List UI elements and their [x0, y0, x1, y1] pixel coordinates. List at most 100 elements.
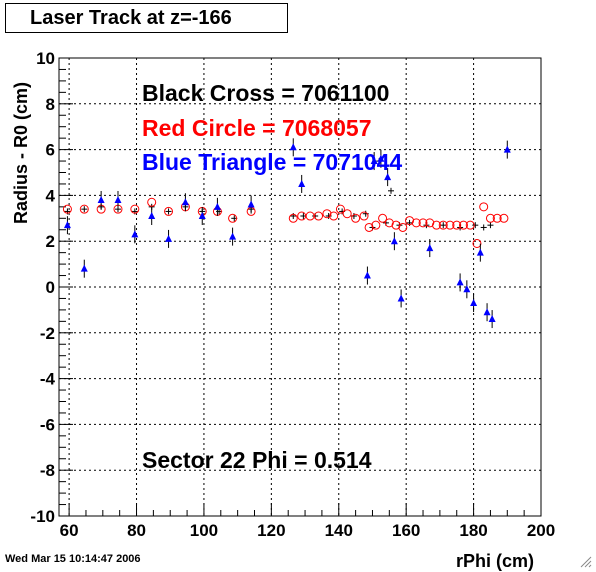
blue-triangle-point: [390, 232, 398, 251]
black-cross-point: [487, 222, 494, 229]
red-circle-point: [405, 216, 415, 226]
y-tick-label: -4: [40, 370, 56, 389]
blue-triangle-point: [377, 149, 385, 168]
x-axis-label: rPhi (cm): [456, 551, 534, 571]
black-cross-point: [440, 222, 447, 229]
black-cross-point: [81, 206, 88, 213]
x-tick-label: 60: [60, 521, 79, 540]
legend-blue-triangle: Blue Triangle = 7071044: [142, 149, 402, 175]
triangle-marker: [370, 157, 378, 165]
resize-grip-icon[interactable]: [580, 556, 592, 568]
y-tick-label: -6: [40, 415, 55, 434]
red-circle-point: [62, 204, 72, 214]
triangle-marker: [148, 212, 156, 220]
black-cross-point: [480, 224, 487, 231]
triangle-marker: [165, 234, 173, 242]
red-circle-point: [130, 204, 140, 214]
blue-triangle-point: [384, 168, 392, 187]
blue-triangle-point: [148, 207, 156, 226]
blue-triangle-point: [488, 310, 496, 329]
tick-labels: 60 80 100 120 140 160 180 200 -10 -8 -6 -4 -2 0 2 4 6 8 10: [30, 49, 555, 540]
triangle-marker: [483, 308, 491, 316]
blue-triangle-point: [247, 195, 255, 214]
red-circle-point: [335, 204, 345, 214]
red-circle-point: [322, 209, 332, 219]
grid-layer: [59, 58, 541, 516]
red-circle-point: [492, 213, 502, 223]
blue-triangle-point: [470, 294, 478, 313]
blue-triangle-point: [397, 289, 405, 308]
blue-triangle-point: [476, 243, 484, 262]
triangle-marker: [131, 230, 139, 238]
axis-ticks: [59, 57, 542, 517]
y-tick-label: -10: [30, 507, 55, 526]
data-points: [62, 138, 511, 329]
blue-triangle-point: [181, 193, 189, 212]
triangle-marker: [63, 221, 71, 229]
y-axis-label: Radius - R0 (cm): [11, 82, 31, 224]
y-tick-label: -8: [40, 461, 55, 480]
timestamp: Wed Mar 15 10:14:47 2006: [5, 553, 141, 565]
red-circle-point: [445, 220, 455, 230]
blue-triangle-point: [426, 239, 434, 258]
blue-triangle-point: [229, 227, 237, 246]
x-tick-label: 80: [127, 521, 146, 540]
blue-triangle-point: [503, 140, 511, 159]
triangle-marker: [247, 200, 255, 208]
x-tick-label: 160: [392, 521, 420, 540]
triangle-marker: [298, 179, 306, 187]
triangle-marker: [213, 202, 221, 210]
red-circle-point: [479, 202, 489, 212]
x-tick-label: 140: [325, 521, 353, 540]
red-circle-point: [351, 213, 361, 223]
triangle-marker: [397, 294, 405, 302]
black-cross-point: [388, 187, 395, 194]
triangle-marker: [426, 244, 434, 252]
blue-triangle-point: [213, 197, 221, 216]
blue-triangle-point: [198, 207, 206, 226]
triangle-marker: [114, 195, 122, 203]
red-circle-point: [391, 220, 401, 230]
red-circle-point: [418, 218, 428, 228]
chart-title-box: Laser Track at z=-166: [5, 3, 288, 33]
red-circle-point: [371, 220, 381, 230]
blue-triangle-point: [114, 190, 122, 209]
red-circle-point: [465, 220, 475, 230]
red-circle-point: [342, 209, 352, 219]
triangle-marker: [470, 299, 478, 307]
red-circle-point: [472, 238, 482, 248]
x-tick-label: 100: [190, 521, 218, 540]
y-tick-label: -2: [40, 324, 55, 343]
red-circle-point: [314, 211, 324, 221]
triangle-marker: [80, 264, 88, 272]
x-tick-label: 180: [459, 521, 487, 540]
x-tick-label: 120: [257, 521, 285, 540]
blue-triangle-point: [97, 190, 105, 209]
blue-triangle-point: [131, 225, 139, 244]
x-tick-label: 200: [527, 521, 555, 540]
red-circle-point: [485, 213, 495, 223]
blue-triangle-point: [289, 138, 297, 157]
red-circle-point: [329, 211, 339, 221]
red-circle-point: [438, 220, 448, 230]
red-circle-point: [384, 218, 394, 228]
triangle-marker: [390, 237, 398, 245]
red-circle-point: [288, 213, 298, 223]
triangle-marker: [229, 232, 237, 240]
red-circle-point: [228, 213, 238, 223]
blue-triangle-point: [483, 303, 491, 322]
triangle-marker: [476, 248, 484, 256]
y-tick-label: 10: [36, 49, 55, 68]
legend-black-cross: Black Cross = 7061100: [142, 80, 389, 106]
red-circle-point: [359, 211, 369, 221]
chart-title: Laser Track at z=-166: [30, 7, 232, 29]
red-circle-point: [398, 222, 408, 232]
red-circle-point: [164, 206, 174, 216]
red-circle-point: [499, 213, 509, 223]
triangle-marker: [488, 315, 496, 323]
red-circle-point: [364, 222, 374, 232]
y-tick-label: 8: [46, 95, 55, 114]
red-circle-point: [79, 204, 89, 214]
legend-red-circle: Red Circle = 7068057: [142, 115, 372, 141]
